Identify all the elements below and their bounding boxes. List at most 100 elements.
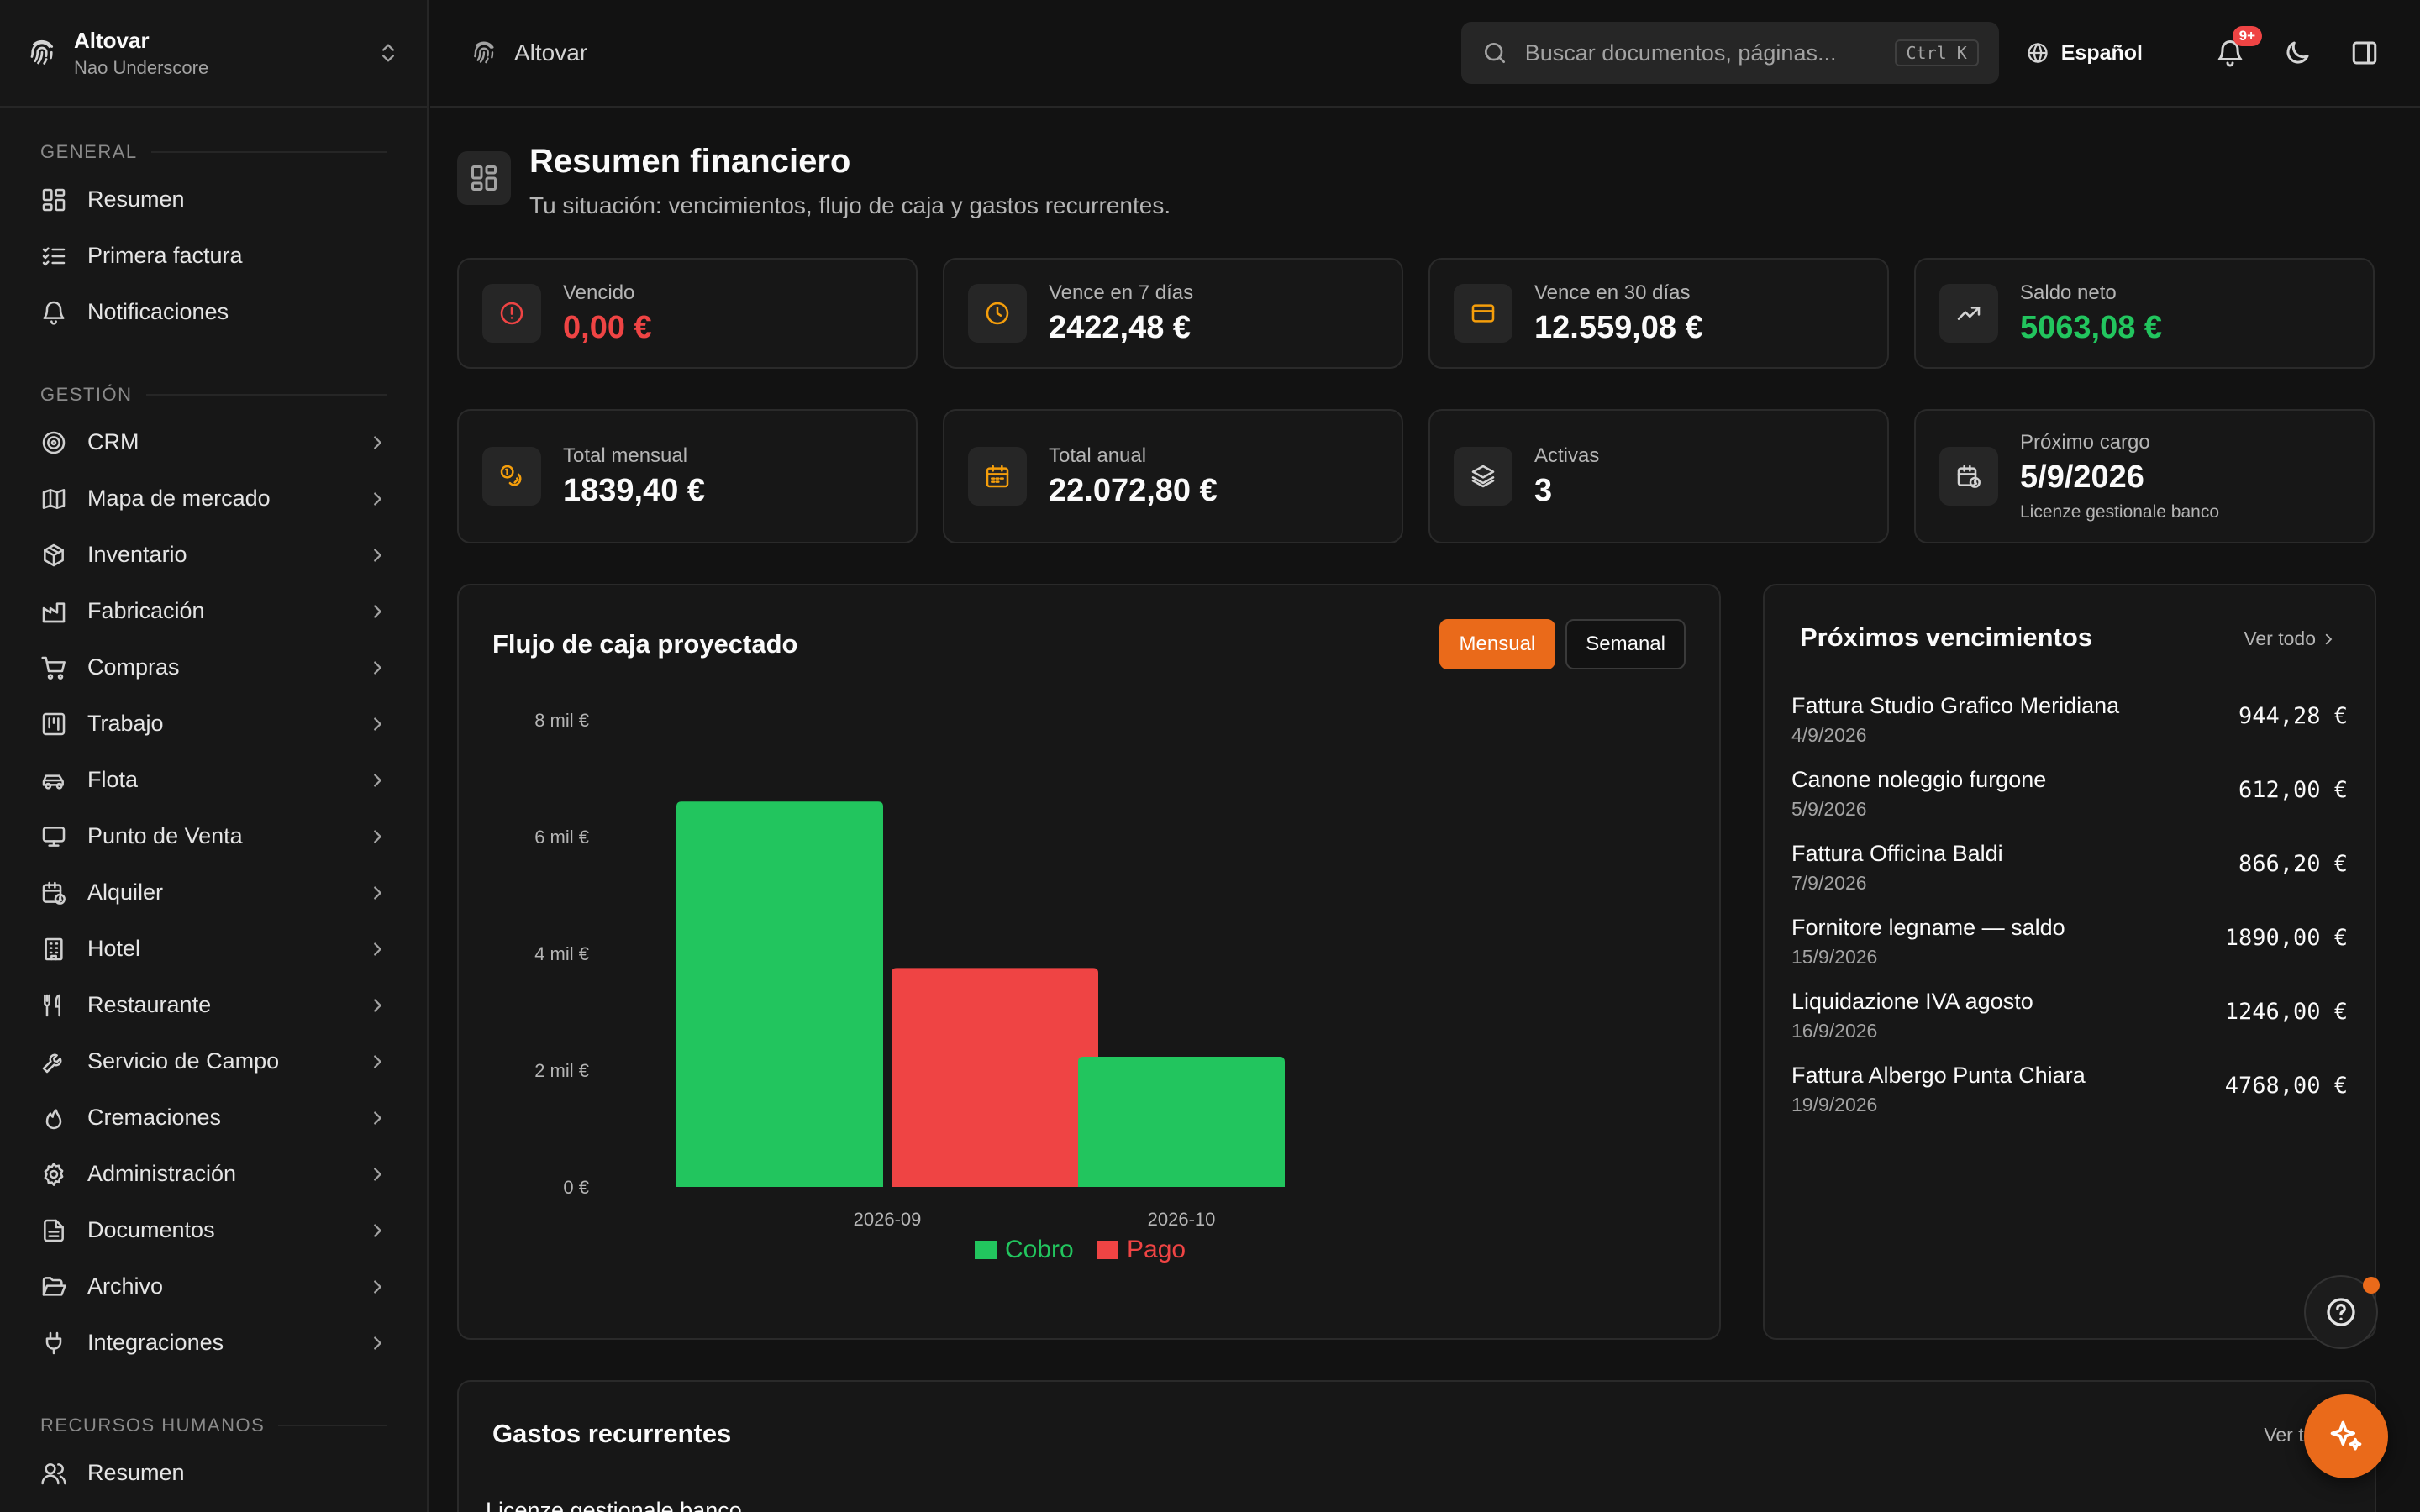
stat-body: Próximo cargo 5/9/2026 Licenze gestionale … xyxy=(2020,431,2219,522)
sidebar-item-label: CRM xyxy=(87,429,139,454)
stat-value: 3 xyxy=(1534,472,1553,508)
weekly-button[interactable]: Semanal xyxy=(1565,619,1686,669)
header-brand[interactable]: Altovar xyxy=(471,39,587,66)
sidebar-item-restaurante[interactable]: Restaurante xyxy=(24,977,403,1033)
recurring-item[interactable]: Licenze gestionale banco xyxy=(486,1498,742,1512)
nav-spacer xyxy=(24,340,403,370)
folder-open-icon xyxy=(42,1276,66,1296)
search-icon xyxy=(1484,43,1505,63)
help-circle-icon xyxy=(2327,1298,2355,1326)
sidebar-item-archivo[interactable]: Archivo xyxy=(24,1258,403,1315)
search-input[interactable] xyxy=(1524,39,1895,66)
sidebar-item-servicio-de-campo[interactable]: Servicio de Campo xyxy=(24,1033,403,1089)
sidebar-item-flota[interactable]: Flota xyxy=(24,752,403,808)
wrench-icon xyxy=(42,1053,62,1073)
list-item[interactable]: Fattura Officina Baldi 7/9/2026 866,20 € xyxy=(1791,841,2348,915)
sidebar-item-cremaciones[interactable]: Cremaciones xyxy=(24,1089,403,1146)
nav-spacer xyxy=(24,1371,403,1401)
sidebar-item-label: Compras xyxy=(87,654,180,680)
bar-cobro-2026-09 xyxy=(676,801,883,1187)
dashboard-icon xyxy=(42,188,66,211)
sidebar-item-crm[interactable]: CRM xyxy=(24,414,403,470)
list-item[interactable]: Fattura Studio Grafico Meridiana 4/9/2026… xyxy=(1791,693,2348,767)
stat-label: Total anual xyxy=(1049,444,1147,467)
upcoming-item-info: Canone noleggio furgone 5/9/2026 xyxy=(1791,767,2046,821)
sidebar-item-resumen[interactable]: Resumen xyxy=(24,171,403,228)
upcoming-item-name: Liquidazione IVA agosto xyxy=(1791,989,2033,1014)
sidebar-item-integraciones[interactable]: Integraciones xyxy=(24,1315,403,1371)
y-tick-label: 0 € xyxy=(563,1177,589,1198)
stat-body: Vence en 30 días 12.559,08 € xyxy=(1534,281,1703,346)
sidebar-item-fabricación[interactable]: Fabricación xyxy=(24,583,403,639)
language-selector[interactable]: Español xyxy=(2026,41,2143,66)
language-label: Español xyxy=(2060,40,2143,65)
stat-icon-box xyxy=(1939,447,1998,506)
y-tick-label: 2 mil € xyxy=(534,1060,589,1081)
chevron-right-icon xyxy=(374,942,381,956)
upcoming-see-all-link[interactable]: Ver todo xyxy=(2244,627,2336,650)
sidebar-item-label: Flota xyxy=(87,767,139,792)
chevron-right-icon xyxy=(374,491,381,506)
chevron-right-icon xyxy=(374,660,381,675)
sidebar-item-inventario[interactable]: Inventario xyxy=(24,527,403,583)
sparkles-icon xyxy=(2330,1420,2362,1451)
list-item[interactable]: Fattura Albergo Punta Chiara 19/9/2026 476… xyxy=(1791,1063,2348,1137)
stat-card: Próximo cargo 5/9/2026 Licenze gestionale … xyxy=(1914,409,2375,543)
factory-icon xyxy=(42,601,66,622)
org-switcher[interactable]: Altovar Nao Underscore xyxy=(0,0,427,108)
list-item[interactable]: Liquidazione IVA agosto 16/9/2026 1246,00 … xyxy=(1791,989,2348,1063)
stat-value: 0,00 € xyxy=(563,309,652,345)
calendar-clock-icon xyxy=(42,881,66,905)
recurring-card: Gastos recurrentes Ver todo Licenze gest… xyxy=(457,1380,2376,1512)
stat-card: Vence en 7 días 2422,48 € xyxy=(943,258,1403,369)
sidebar-item-label: Notificaciones xyxy=(87,299,229,324)
stat-icon-box xyxy=(482,447,541,506)
nav-section-label: GESTIÓN xyxy=(40,384,133,405)
upcoming-item-amount: 866,20 € xyxy=(2238,851,2348,877)
file-icon xyxy=(44,1219,64,1242)
stat-icon-box xyxy=(968,447,1027,506)
stat-body: Vencido 0,00 € xyxy=(563,281,652,346)
cashflow-title: Flujo de caja proyectado xyxy=(492,629,798,659)
stat-value: 5/9/2026 xyxy=(2020,459,2144,495)
stat-value: 5063,08 € xyxy=(2020,309,2163,345)
upcoming-item-info: Fattura Officina Baldi 7/9/2026 xyxy=(1791,841,2003,895)
y-tick-label: 6 mil € xyxy=(534,827,589,848)
sidebar-item-hotel[interactable]: Hotel xyxy=(24,921,403,977)
moon-icon xyxy=(2286,41,2309,64)
layers-icon xyxy=(1471,465,1495,488)
nav-section-label: RECURSOS HUMANOS xyxy=(40,1415,266,1436)
sidebar-item-resumen[interactable]: Resumen xyxy=(24,1445,403,1501)
theme-toggle-button[interactable] xyxy=(2282,38,2312,68)
sidebar-item-mi-hr[interactable]: Mi HR xyxy=(24,1501,403,1512)
upcoming-item-amount: 1890,00 € xyxy=(2224,925,2348,951)
chevron-right-icon xyxy=(374,1223,381,1237)
list-item[interactable]: Fornitore legname — saldo 15/9/2026 1890,0… xyxy=(1791,915,2348,989)
monthly-button[interactable]: Mensual xyxy=(1439,619,1556,669)
chevron-right-icon xyxy=(374,1167,381,1181)
nav-section-divider xyxy=(150,151,387,153)
notifications-badge: 9+ xyxy=(2232,26,2262,46)
sidebar-item-punto-de-venta[interactable]: Punto de Venta xyxy=(24,808,403,864)
sidebar-item-mapa-de-mercado[interactable]: Mapa de mercado xyxy=(24,470,403,527)
car-icon xyxy=(42,774,64,790)
calendar-clock-icon xyxy=(1957,465,1981,488)
sidebar-item-compras[interactable]: Compras xyxy=(24,639,403,696)
sidebar-item-administración[interactable]: Administración xyxy=(24,1146,403,1202)
list-item[interactable]: Canone noleggio furgone 5/9/2026 612,00 € xyxy=(1791,767,2348,841)
help-button[interactable] xyxy=(2304,1275,2380,1349)
users-icon xyxy=(41,1462,66,1484)
ai-assistant-button[interactable] xyxy=(2304,1394,2388,1478)
upcoming-item-amount: 4768,00 € xyxy=(2224,1073,2348,1099)
panel-toggle-button[interactable] xyxy=(2349,38,2380,68)
sidebar-item-notificaciones[interactable]: Notificaciones xyxy=(24,284,403,340)
stat-note: Licenze gestionale banco xyxy=(2020,501,2220,522)
sidebar-item-trabajo[interactable]: Trabajo xyxy=(24,696,403,752)
search-box[interactable]: Ctrl K xyxy=(1460,22,1999,84)
sidebar-item-alquiler[interactable]: Alquiler xyxy=(24,864,403,921)
notifications-button[interactable]: 9+ xyxy=(2215,26,2262,68)
chevron-right-icon xyxy=(374,1054,381,1068)
sidebar-item-documentos[interactable]: Documentos xyxy=(24,1202,403,1258)
sidebar-item-primera-factura[interactable]: Primera factura xyxy=(24,228,403,284)
upcoming-item-name: Fornitore legname — saldo xyxy=(1791,915,2065,940)
